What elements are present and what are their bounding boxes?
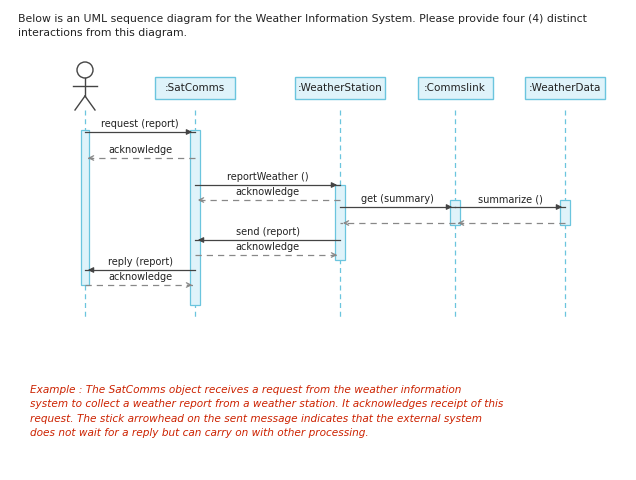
Bar <box>155 77 235 99</box>
Bar <box>560 200 570 225</box>
Bar <box>450 200 460 225</box>
Bar <box>525 77 605 99</box>
Bar <box>190 130 200 305</box>
Bar <box>81 130 89 285</box>
Text: Example : The SatComms object receives a request from the weather information
sy: Example : The SatComms object receives a… <box>30 385 503 438</box>
Text: send (report): send (report) <box>235 227 300 237</box>
Text: acknowledge: acknowledge <box>235 242 300 252</box>
Text: acknowledge: acknowledge <box>108 145 172 155</box>
Bar <box>417 77 492 99</box>
Text: request (report): request (report) <box>101 119 179 129</box>
Text: :Commslink: :Commslink <box>424 83 486 93</box>
Text: Below is an UML sequence diagram for the Weather Information System. Please prov: Below is an UML sequence diagram for the… <box>18 14 587 38</box>
Text: reportWeather (): reportWeather () <box>226 172 308 182</box>
Text: acknowledge: acknowledge <box>108 272 172 282</box>
Bar <box>295 77 385 99</box>
Text: :SatComms: :SatComms <box>165 83 225 93</box>
Text: reply (report): reply (report) <box>107 257 172 267</box>
Text: acknowledge: acknowledge <box>235 187 300 197</box>
Text: :WeatherStation: :WeatherStation <box>298 83 382 93</box>
Bar <box>335 185 345 260</box>
Text: :WeatherData: :WeatherData <box>529 83 601 93</box>
Text: summarize (): summarize () <box>478 194 543 204</box>
Text: get (summary): get (summary) <box>361 194 434 204</box>
